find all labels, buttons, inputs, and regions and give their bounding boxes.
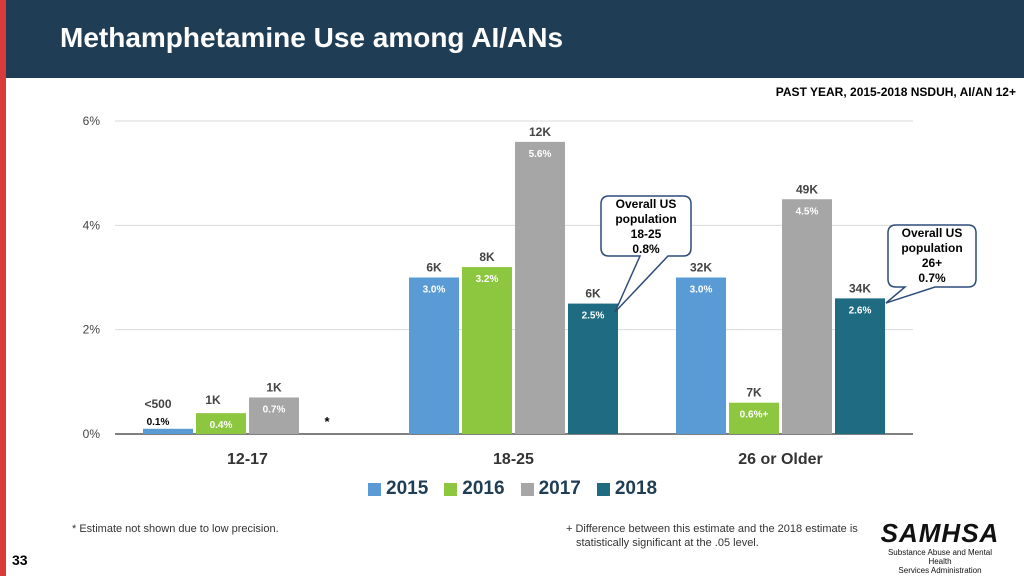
- bar-value-label: 0.6%+: [740, 410, 769, 421]
- bar-count-label: 7K: [746, 386, 762, 400]
- bar-count-label: 8K: [479, 250, 495, 264]
- bar-2015-2: [676, 277, 726, 434]
- y-tick-label: 6%: [83, 114, 101, 128]
- legend-swatch: [444, 482, 458, 496]
- footnote-significance-line1: + Difference between this estimate and t…: [566, 523, 858, 535]
- callout-text-line: Overall US: [616, 197, 677, 211]
- bar-value-label: 2.6%: [849, 305, 872, 316]
- bar-count-label: 6K: [426, 261, 442, 275]
- callout-text-line: population: [615, 212, 676, 226]
- bar-value-label: 5.6%: [529, 149, 552, 160]
- legend-item-2016: 2016: [444, 478, 505, 500]
- legend-swatch: [520, 482, 534, 496]
- bar-value-label: 3.0%: [690, 285, 713, 296]
- bar-count-label: 1K: [205, 393, 221, 407]
- legend-item-2018: 2018: [596, 478, 658, 500]
- legend-swatch: [596, 482, 610, 496]
- bar-2016-0: [196, 413, 246, 434]
- x-category-label: 26 or Older: [738, 451, 822, 468]
- bar-value-label: 4.5%: [796, 206, 819, 217]
- bar-2018-2: [835, 298, 885, 434]
- bar-2017-1: [515, 141, 565, 434]
- footnote-significance: + Difference between this estimate and t…: [566, 522, 866, 550]
- bar-count-label: <500: [144, 397, 171, 411]
- bar-2015-0: [143, 428, 193, 434]
- page-number: 33: [12, 552, 28, 568]
- bar-count-label: 49K: [796, 182, 818, 196]
- logo-subline-2: Services Administration: [898, 566, 982, 575]
- bar-2017-2: [782, 199, 832, 434]
- bar-2015-1: [409, 277, 459, 434]
- chart-legend: 2015 2016 2017 2018: [368, 478, 657, 500]
- slide-header: [6, 0, 1024, 78]
- logo-subline: Substance Abuse and Mental Health Servic…: [880, 548, 1000, 575]
- bar-2016-1: [462, 267, 512, 434]
- footnote-low-precision: * Estimate not shown due to low precisio…: [72, 523, 279, 535]
- bar-2016-2: [729, 402, 779, 434]
- logo-subline-1: Substance Abuse and Mental Health: [887, 548, 993, 566]
- bar-count-label: 34K: [849, 281, 871, 295]
- legend-label: 2018: [614, 478, 658, 499]
- bar-value-label: 0.4%: [210, 420, 233, 431]
- callout-text-line: Overall US: [902, 226, 963, 240]
- bar-value-label: 3.0%: [423, 285, 446, 296]
- callout-text-line: 0.8%: [632, 242, 660, 256]
- callout-text-line: 0.7%: [918, 271, 946, 285]
- y-tick-label: 0%: [83, 427, 101, 441]
- callout-box: [885, 224, 977, 304]
- low-precision-marker: *: [324, 414, 330, 429]
- bar-value-label: 3.2%: [476, 274, 499, 285]
- bar-count-label: 32K: [690, 261, 712, 275]
- legend-label: 2015: [386, 478, 429, 499]
- bar-value-label: 2.5%: [582, 311, 605, 322]
- bar-count-label: 12K: [529, 125, 551, 139]
- bar-2017-0: [249, 397, 299, 434]
- slide-title: Methamphetamine Use among AI/ANs: [60, 22, 564, 53]
- legend-item-2015: 2015: [368, 478, 428, 500]
- legend-label: 2017: [538, 478, 581, 499]
- samhsa-logo: SAMHSA Substance Abuse and Mental Health…: [880, 520, 1000, 575]
- accent-bar: [0, 0, 6, 576]
- bar-count-label: 1K: [266, 380, 282, 394]
- footnote-significance-line2: statistically significant at the .05 lev…: [576, 537, 759, 549]
- bar-count-label: 6K: [585, 287, 601, 301]
- callout-text-line: population: [901, 241, 962, 255]
- callout-text-line: 18-25: [631, 227, 662, 241]
- callout-box: [600, 195, 692, 313]
- logo-wordmark: SAMHSA: [880, 518, 1000, 548]
- bar-value-label: 0.1%: [147, 417, 170, 428]
- legend-swatch: [368, 482, 381, 496]
- y-tick-label: 4%: [83, 218, 101, 232]
- x-category-label: 18-25: [493, 451, 534, 468]
- legend-item-2017: 2017: [520, 478, 581, 500]
- bar-value-label: 0.7%: [263, 404, 286, 415]
- chart-subtitle: PAST YEAR, 2015-2018 NSDUH, AI/AN 12+: [775, 85, 1016, 99]
- bar-2018-1: [568, 303, 618, 434]
- legend-label: 2016: [462, 478, 505, 499]
- x-category-label: 12-17: [227, 451, 268, 468]
- y-tick-label: 2%: [83, 323, 101, 337]
- callout-text-line: 26+: [922, 256, 942, 270]
